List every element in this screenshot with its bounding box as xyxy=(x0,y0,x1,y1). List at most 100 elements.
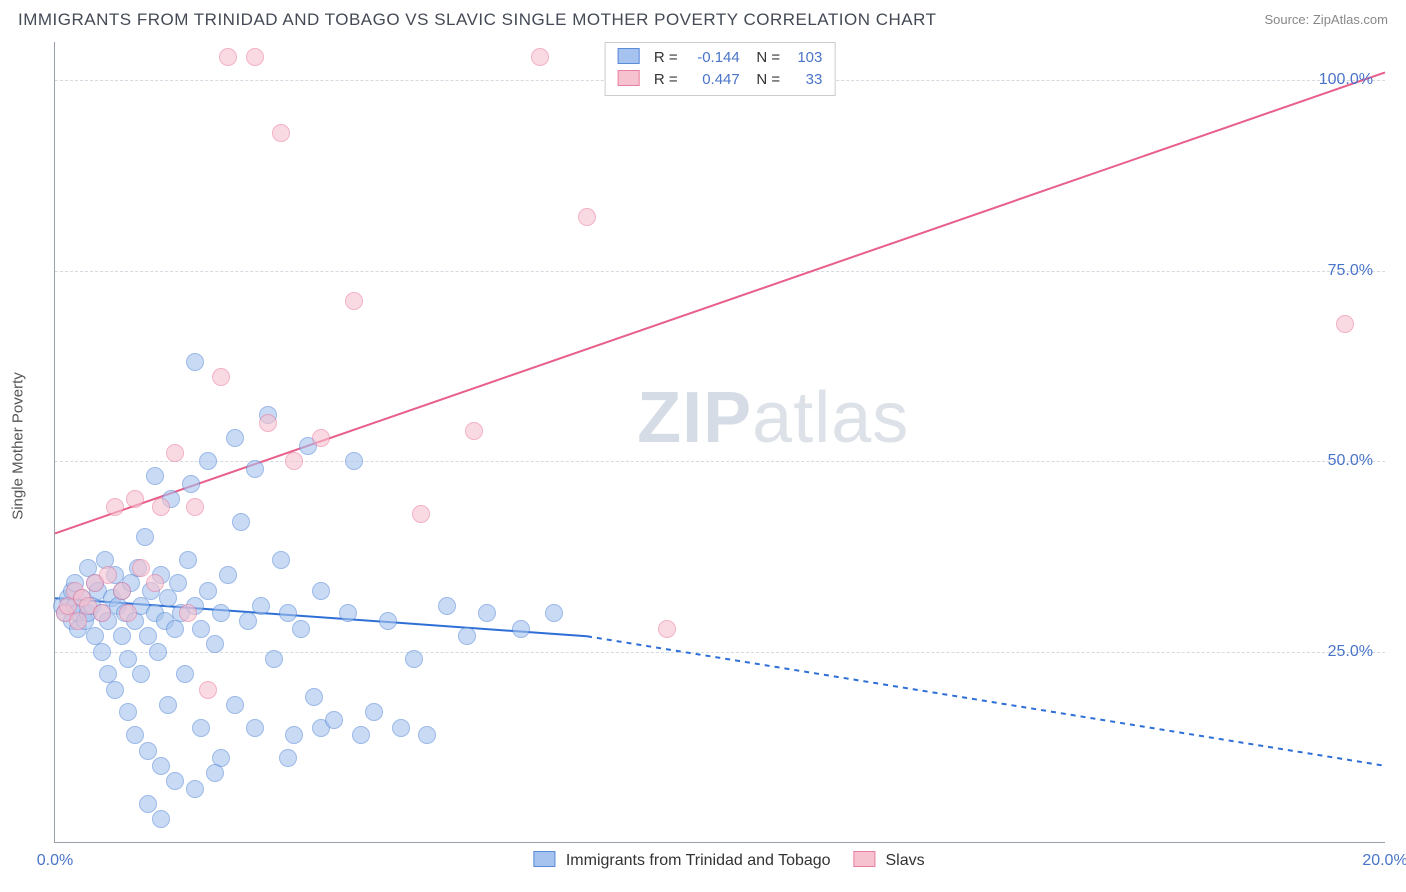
data-point xyxy=(545,604,563,622)
data-point xyxy=(106,681,124,699)
data-point xyxy=(152,757,170,775)
scatter-chart: ZIPatlas R = -0.144 N = 103 R = 0.447 N … xyxy=(54,42,1385,843)
data-point xyxy=(285,726,303,744)
legend-pink-n: 33 xyxy=(788,69,822,91)
data-point xyxy=(478,604,496,622)
data-point xyxy=(305,688,323,706)
data-point xyxy=(438,597,456,615)
data-point xyxy=(345,292,363,310)
data-point xyxy=(512,620,530,638)
data-point xyxy=(93,604,111,622)
data-point xyxy=(119,604,137,622)
legend-swatch-pink xyxy=(618,70,640,86)
x-tick-label: 20.0% xyxy=(1362,852,1406,870)
data-point xyxy=(259,414,277,432)
data-point xyxy=(412,505,430,523)
data-point xyxy=(199,452,217,470)
legend-r-label: R = xyxy=(654,71,678,88)
data-point xyxy=(126,726,144,744)
y-tick-label: 50.0% xyxy=(1328,452,1373,470)
y-tick-label: 25.0% xyxy=(1328,643,1373,661)
legend-pink-r: 0.447 xyxy=(686,69,740,91)
data-point xyxy=(239,612,257,630)
data-point xyxy=(246,48,264,66)
legend-blue-n: 103 xyxy=(788,47,822,69)
series-legend: Immigrants from Trinidad and Tobago Slav… xyxy=(515,851,924,870)
data-point xyxy=(226,429,244,447)
legend-row-pink: R = 0.447 N = 33 xyxy=(618,69,823,91)
legend-row-blue: R = -0.144 N = 103 xyxy=(618,47,823,69)
data-point xyxy=(179,604,197,622)
data-point xyxy=(146,467,164,485)
legend-blue-r: -0.144 xyxy=(686,47,740,69)
data-point xyxy=(345,452,363,470)
data-point xyxy=(285,452,303,470)
data-point xyxy=(352,726,370,744)
data-point xyxy=(182,475,200,493)
y-tick-label: 100.0% xyxy=(1319,71,1373,89)
source-prefix: Source: xyxy=(1264,12,1312,27)
data-point xyxy=(119,703,137,721)
data-point xyxy=(169,574,187,592)
data-point xyxy=(146,574,164,592)
data-point xyxy=(272,551,290,569)
data-point xyxy=(578,208,596,226)
data-point xyxy=(658,620,676,638)
data-point xyxy=(206,764,224,782)
data-point xyxy=(136,528,154,546)
data-point xyxy=(312,582,330,600)
data-point xyxy=(149,643,167,661)
legend-n-label: N = xyxy=(756,49,780,66)
legend-swatch-pink xyxy=(853,851,875,867)
data-point xyxy=(192,719,210,737)
legend-label-blue: Immigrants from Trinidad and Tobago xyxy=(566,852,831,869)
data-point xyxy=(199,582,217,600)
data-point xyxy=(252,597,270,615)
data-point xyxy=(458,627,476,645)
legend-swatch-blue xyxy=(533,851,555,867)
data-point xyxy=(192,620,210,638)
chart-title: IMMIGRANTS FROM TRINIDAD AND TOBAGO VS S… xyxy=(18,10,936,29)
data-point xyxy=(418,726,436,744)
legend-r-label: R = xyxy=(654,49,678,66)
source-name: ZipAtlas.com xyxy=(1313,12,1388,27)
data-point xyxy=(152,810,170,828)
x-tick-label: 0.0% xyxy=(37,852,73,870)
data-point xyxy=(212,604,230,622)
data-point xyxy=(212,368,230,386)
data-point xyxy=(119,650,137,668)
data-point xyxy=(292,620,310,638)
data-point xyxy=(232,513,250,531)
data-point xyxy=(176,665,194,683)
data-point xyxy=(312,429,330,447)
data-point xyxy=(465,422,483,440)
data-point xyxy=(206,635,224,653)
data-point xyxy=(531,48,549,66)
data-point xyxy=(113,582,131,600)
data-point xyxy=(139,795,157,813)
y-tick-label: 75.0% xyxy=(1328,262,1373,280)
legend-label-pink: Slavs xyxy=(885,852,924,869)
data-point xyxy=(93,643,111,661)
data-point xyxy=(279,749,297,767)
data-point xyxy=(379,612,397,630)
data-point xyxy=(265,650,283,668)
legend-n-label: N = xyxy=(756,71,780,88)
data-point xyxy=(106,498,124,516)
data-point xyxy=(166,444,184,462)
data-point xyxy=(159,589,177,607)
data-point xyxy=(246,719,264,737)
data-point xyxy=(325,711,343,729)
data-point xyxy=(186,780,204,798)
data-point xyxy=(99,566,117,584)
data-point xyxy=(152,498,170,516)
data-point xyxy=(392,719,410,737)
data-point xyxy=(139,742,157,760)
data-point xyxy=(272,124,290,142)
chart-source: Source: ZipAtlas.com xyxy=(1264,12,1388,27)
data-point xyxy=(365,703,383,721)
y-axis-label: Single Mother Poverty xyxy=(10,372,27,520)
data-point xyxy=(186,353,204,371)
data-point xyxy=(1336,315,1354,333)
data-point xyxy=(69,612,87,630)
